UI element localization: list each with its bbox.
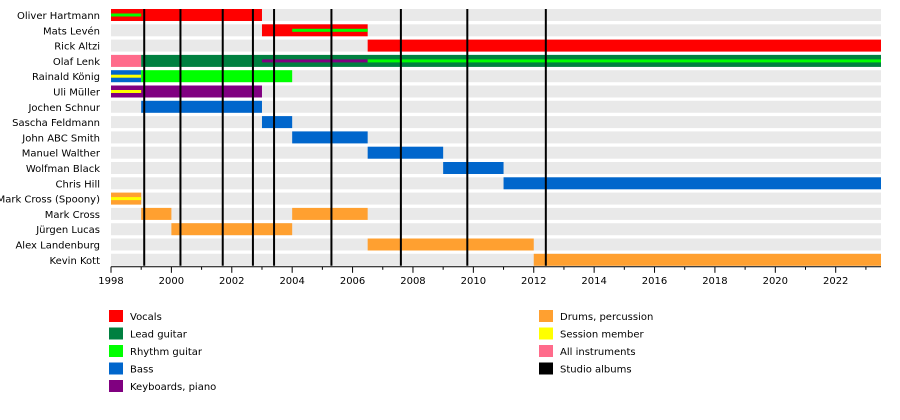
x-tick-label: 2010 <box>461 276 486 287</box>
x-tick-label: 2014 <box>581 276 606 287</box>
legend-swatch-all <box>539 345 553 357</box>
legend-label-albums: Studio albums <box>560 365 632 376</box>
x-tick-label: 2008 <box>400 276 425 287</box>
x-tick-label: 2022 <box>823 276 848 287</box>
x-tick-label: 2012 <box>521 276 546 287</box>
bar-bass <box>292 131 368 144</box>
legend-label-bass: Bass <box>130 365 153 376</box>
bar-drums <box>171 223 293 236</box>
member-name: Alex Landenburg <box>15 241 100 252</box>
row-background <box>111 85 881 98</box>
legend-swatch-lead <box>109 327 123 340</box>
legend-label-lead: Lead guitar <box>130 330 188 341</box>
x-tick-label: 2004 <box>279 276 304 287</box>
member-name: Mark Cross (Spoony) <box>0 195 100 206</box>
member-name: Manuel Walther <box>22 149 101 160</box>
x-tick-label: 2000 <box>159 276 184 287</box>
row-background <box>111 253 881 266</box>
studio-album-lines <box>143 9 547 266</box>
member-name: Rick Altzi <box>54 42 100 53</box>
legend-label-drums: Drums, percussion <box>560 312 653 323</box>
bar-bass <box>443 162 504 174</box>
x-tick-label: 2020 <box>763 276 788 287</box>
legend-label-keys: Keyboards, piano <box>130 382 216 393</box>
member-name: Mats Levén <box>43 25 100 37</box>
row-background <box>111 116 881 129</box>
bar-drums <box>533 253 881 266</box>
bar-bass <box>261 116 293 129</box>
x-tick-label: 2018 <box>702 276 727 287</box>
membership-bars <box>111 9 882 266</box>
member-name: Oliver Hartmann <box>17 11 100 22</box>
row-background <box>111 131 881 144</box>
row-background <box>111 207 881 220</box>
legend-label-all: All instruments <box>560 347 636 358</box>
member-name: Sascha Feldmann <box>12 118 100 129</box>
legend-swatch-rhythm <box>109 345 123 357</box>
bar-drums <box>292 207 368 220</box>
row-background <box>111 223 881 236</box>
row-background <box>111 100 881 113</box>
row-background <box>111 146 881 159</box>
legend: Vocals Lead guitar Rhythm guitar Bass Keyboa… <box>109 310 653 393</box>
bar-rhythm <box>141 70 293 83</box>
bar-session-overlay <box>111 197 142 201</box>
member-names: Oliver Hartmann Mats Levén Rick Altzi Olaf … <box>0 11 101 267</box>
bar-rhythm-overlay <box>111 13 142 17</box>
member-name: Jochen Schnur <box>27 103 100 114</box>
bar-bass <box>367 146 444 159</box>
bar-rhythm-overlay <box>292 28 368 32</box>
member-name: Wolfman Black <box>26 164 100 175</box>
legend-swatch-albums <box>539 362 553 375</box>
bar-session-overlay <box>111 90 142 93</box>
member-name: John ABC Smith <box>21 133 100 144</box>
legend-label-session: Session member <box>560 330 644 341</box>
bar-vocals <box>367 39 882 52</box>
bar-session-overlay <box>111 74 142 78</box>
legend-swatch-drums <box>539 310 553 322</box>
legend-swatch-vocals <box>109 310 123 322</box>
member-name: Rainald König <box>32 72 100 83</box>
legend-swatch-session <box>539 327 553 340</box>
legend-swatch-keys <box>109 380 123 392</box>
legend-label-vocals: Vocals <box>130 312 162 323</box>
legend-swatch-bass <box>109 362 123 375</box>
member-name: Uli Müller <box>53 88 101 99</box>
bar-all <box>111 54 142 67</box>
row-background <box>111 70 881 83</box>
bar-keys <box>111 85 262 98</box>
bar-bass <box>141 100 262 113</box>
legend-label-rhythm: Rhythm guitar <box>130 347 203 358</box>
row-background <box>111 9 881 21</box>
member-name: Olaf Lenk <box>53 57 100 68</box>
member-name: Mark Cross <box>45 210 100 221</box>
x-tick-label: 2002 <box>219 276 244 287</box>
bar-rhythm-overlay <box>367 59 882 63</box>
member-name: Chris Hill <box>56 179 100 190</box>
x-tick-label: 2016 <box>642 276 667 287</box>
x-tick-label: 2006 <box>340 276 365 287</box>
bar-drums <box>141 207 172 220</box>
row-background <box>111 24 881 37</box>
x-tick-label: 1998 <box>98 276 123 287</box>
bar-bass <box>503 177 881 190</box>
row-background <box>111 192 881 205</box>
bar-drums <box>367 238 534 251</box>
bar-vocals <box>111 9 262 21</box>
x-axis: 1998 2000 2002 2004 2006 2008 2010 2012 2014 2016… <box>98 266 881 287</box>
member-name: Kevin Kott <box>50 256 101 267</box>
member-name: Jürgen Lucas <box>35 225 100 236</box>
bar-keys-overlay <box>261 59 368 63</box>
